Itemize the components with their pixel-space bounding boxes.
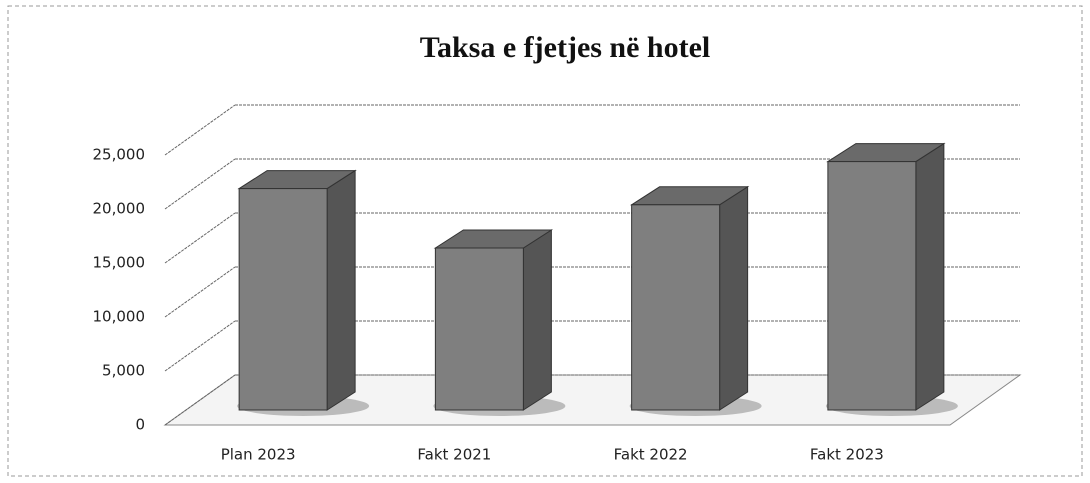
- bar: [238, 188, 328, 411]
- bar-side: [326, 169, 356, 411]
- bar: [631, 204, 721, 411]
- y-tick-label: 15,000: [93, 254, 146, 272]
- grid-line: [164, 320, 236, 372]
- grid-line: [164, 374, 236, 426]
- bar-side: [522, 229, 552, 411]
- grid-line: [164, 266, 236, 318]
- chart-border: [7, 5, 1083, 477]
- bar: [434, 247, 524, 411]
- grid-line: [164, 212, 236, 264]
- grid-line: [164, 104, 236, 156]
- x-tick-label: Plan 2023: [221, 446, 296, 464]
- y-tick-label: 0: [135, 416, 145, 434]
- bar: [827, 161, 917, 411]
- y-tick-label: 20,000: [93, 200, 146, 218]
- y-tick-label: 5,000: [102, 362, 145, 380]
- x-tick-label: Fakt 2021: [417, 446, 491, 464]
- y-tick-label: 25,000: [93, 146, 146, 164]
- grid-line: [164, 158, 236, 210]
- chart-title: Taksa e fjetjes në hotel: [420, 31, 711, 64]
- x-tick-label: Fakt 2023: [810, 446, 884, 464]
- y-tick-label: 10,000: [93, 308, 146, 326]
- bar-side: [719, 185, 749, 411]
- bar-side: [915, 142, 945, 411]
- x-tick-label: Fakt 2022: [614, 446, 688, 464]
